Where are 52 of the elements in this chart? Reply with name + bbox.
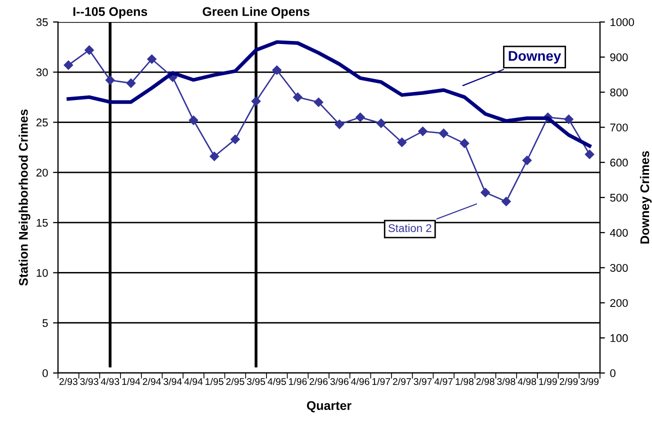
- x-tick-label: 1/97: [372, 378, 390, 385]
- x-tick-label: 3/93: [80, 378, 98, 385]
- ref-line-label: I--105 Opens: [73, 7, 148, 18]
- x-tick-label: 1/96: [289, 378, 307, 385]
- x-tick-label: 3/95: [246, 378, 266, 385]
- x-axis-title: Quarter: [306, 401, 352, 412]
- y2-tick-label: 200: [610, 299, 628, 307]
- y2-tick-label: 500: [610, 194, 628, 202]
- y-tick-label: 0: [42, 369, 48, 378]
- y2-tick-label: 700: [610, 124, 628, 132]
- y2-tick-label: 900: [610, 53, 628, 62]
- x-tick-label: 3/94: [164, 378, 182, 385]
- x-tick-label: 4/93: [100, 378, 120, 385]
- y2-tick-label: 0: [610, 369, 616, 378]
- y2-tick-label: 800: [610, 88, 628, 96]
- x-tick-label: 2/97: [392, 378, 411, 385]
- y-tick-label: 10: [36, 268, 48, 277]
- y-tick-label: 15: [36, 218, 48, 227]
- y2-tick-label: 600: [610, 158, 628, 167]
- text: Downey: [508, 51, 562, 64]
- x-tick-label: 1/99: [539, 378, 557, 385]
- y2-axis-title: Downey Crimes: [640, 151, 652, 244]
- x-tick-label: 1/98: [456, 378, 474, 385]
- x-tick-label: 4/94: [184, 378, 203, 385]
- x-tick-label: 1/94: [122, 378, 140, 385]
- x-tick-label: 2/96: [310, 378, 328, 385]
- y-tick-label: 20: [36, 168, 48, 177]
- x-tick-label: 3/96: [330, 378, 348, 385]
- x-tick-label: 3/98: [497, 378, 516, 385]
- ref-line-label: Green Line Opens: [202, 6, 310, 18]
- x-tick-label: 2/94: [142, 378, 161, 385]
- y-axis-title: Station Neighborhood Crimes: [18, 109, 30, 286]
- x-tick-label: 2/98: [476, 378, 494, 385]
- x-tick-label: 3/97: [414, 378, 432, 385]
- y2-tick-label: 300: [610, 264, 628, 272]
- x-tick-label: 2/99: [560, 378, 578, 385]
- x-tick-label: 1/95: [206, 378, 224, 385]
- x-tick-label: 4/96: [351, 378, 370, 385]
- x-tick-label: 4/95: [268, 378, 286, 385]
- text: Station 2: [388, 224, 432, 232]
- y-tick-label: 30: [36, 68, 48, 76]
- x-tick-label: 2/93: [59, 378, 78, 385]
- y-tick-label: 25: [36, 118, 48, 126]
- x-tick-label: 3/99: [580, 378, 599, 385]
- y2-tick-label: 400: [610, 228, 628, 237]
- y-tick-label: 35: [36, 18, 48, 26]
- y2-tick-label: 100: [610, 334, 628, 342]
- x-tick-label: 2/95: [226, 378, 244, 385]
- y-tick-label: 5: [42, 319, 48, 327]
- x-tick-label: 4/97: [434, 378, 453, 385]
- y2-tick-label: 1000: [610, 18, 634, 26]
- x-tick-label: 4/98: [518, 378, 536, 385]
